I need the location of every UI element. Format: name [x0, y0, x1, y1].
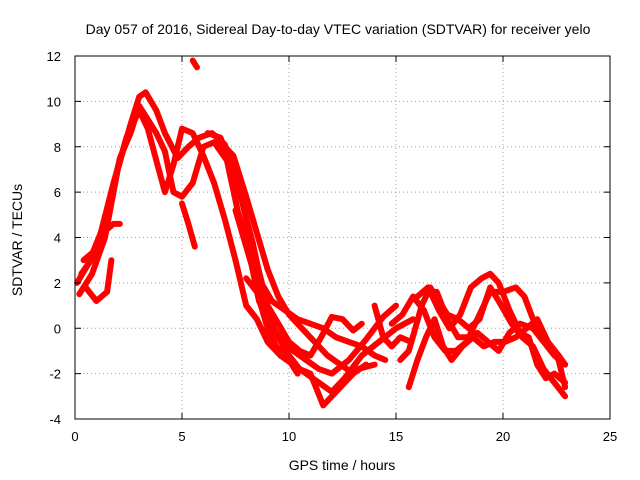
- y-tick-label: 12: [47, 49, 61, 64]
- series-trace-10: [232, 207, 378, 409]
- x-tick-label: 20: [496, 429, 510, 444]
- series-trace-2: [78, 102, 399, 377]
- x-tick-label: 10: [282, 429, 296, 444]
- x-tick-label: 25: [603, 429, 617, 444]
- y-tick-label: -2: [49, 367, 61, 382]
- series-trace-17: [371, 302, 414, 350]
- y-tick-label: -4: [49, 412, 61, 427]
- series-trace-15: [414, 270, 569, 386]
- x-axis-label: GPS time / hours: [289, 457, 396, 473]
- chart-title: Day 057 of 2016, Sidereal Day-to-day VTE…: [86, 21, 591, 37]
- series-layer: [74, 57, 569, 409]
- series-trace-9: [217, 139, 369, 377]
- series-trace-4: [82, 257, 115, 304]
- series-trace-6: [179, 200, 198, 250]
- x-tick-label: 5: [178, 429, 185, 444]
- series-trace-16: [423, 284, 569, 391]
- y-axis-ticks: -4 -2 0 2 4 6 8 10 12: [47, 49, 610, 427]
- x-axis-ticks: 0 5 10 15 20 25: [71, 56, 617, 444]
- y-tick-label: 10: [47, 94, 61, 109]
- x-tick-label: 15: [389, 429, 403, 444]
- series-trace-3: [74, 107, 417, 395]
- y-axis-label: SDTVAR / TECUs: [9, 184, 25, 296]
- y-tick-label: 2: [54, 276, 61, 291]
- y-tick-label: 0: [54, 321, 61, 336]
- y-tick-label: 6: [54, 185, 61, 200]
- y-tick-label: 8: [54, 140, 61, 155]
- series-trace-7: [189, 57, 200, 71]
- x-tick-label: 0: [71, 429, 78, 444]
- series-trace-11: [243, 275, 301, 377]
- series-trace-5: [80, 220, 123, 264]
- grid: [75, 56, 610, 419]
- y-tick-label: 4: [54, 231, 61, 246]
